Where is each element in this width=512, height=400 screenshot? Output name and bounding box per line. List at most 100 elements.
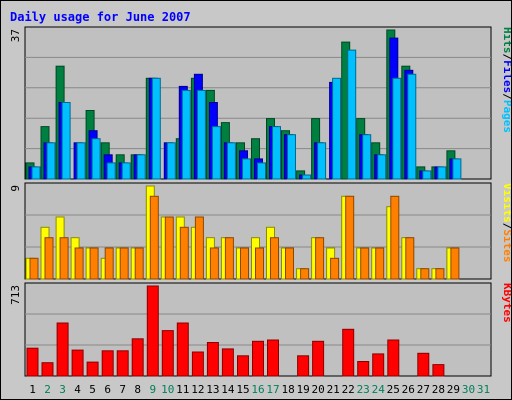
hits-bar-pages xyxy=(317,142,327,180)
hits-bar-pages xyxy=(76,142,86,180)
visits-bar-sites xyxy=(315,237,325,280)
hits-bar-pages xyxy=(347,49,357,180)
hits-bar-pages xyxy=(91,138,101,180)
x-tick-label: 8 xyxy=(134,383,141,396)
visits-ymax-label: 9 xyxy=(9,185,22,192)
kbytes-bar-kbytes xyxy=(56,322,69,377)
kbytes-bar-kbytes xyxy=(146,285,159,377)
visits-panel: 9 Visits/Sites xyxy=(9,182,511,280)
hits-bar-pages xyxy=(61,102,71,180)
x-tick-label: 14 xyxy=(221,383,235,396)
kbytes-bar-kbytes xyxy=(221,348,234,377)
x-tick-label: 7 xyxy=(119,383,126,396)
x-tick-label: 24 xyxy=(372,383,386,396)
hits-bar-pages xyxy=(332,77,342,180)
kbytes-bar-kbytes xyxy=(237,355,249,377)
x-tick-label: 6 xyxy=(104,383,111,396)
visits-bar-sites xyxy=(74,247,84,280)
visits-bar-sites xyxy=(104,247,114,280)
legend-kbytes: KBytes xyxy=(501,283,511,323)
x-tick-label: 18 xyxy=(281,383,294,396)
hits-legend: Hits/Files/Pages xyxy=(501,27,511,133)
visits-series-sites xyxy=(29,195,460,280)
x-tick-label: 2 xyxy=(44,383,51,396)
visits-bar-sites xyxy=(209,247,219,280)
hits-bar-pages xyxy=(437,166,447,180)
kbytes-legend: KBytes xyxy=(501,283,511,323)
kbytes-bar-kbytes xyxy=(131,338,144,377)
legend-files: Files xyxy=(501,60,511,93)
legend-separator: / xyxy=(501,93,511,100)
visits-bar-sites xyxy=(134,247,144,280)
x-tick-label: 5 xyxy=(89,383,96,396)
hits-panel: 37 Hits/Files/Pages xyxy=(9,26,511,180)
x-tick-label: 25 xyxy=(387,383,400,396)
x-tick-label: 27 xyxy=(417,383,430,396)
x-tick-label: 10 xyxy=(161,383,174,396)
kbytes-bar-kbytes xyxy=(267,339,279,377)
visits-bar-sites xyxy=(330,257,340,280)
kbytes-bar-kbytes xyxy=(206,342,219,377)
hits-bar-pages xyxy=(166,142,176,180)
visits-bar-sites xyxy=(29,257,39,280)
visits-bar-sites xyxy=(119,247,129,280)
visits-bar-sites xyxy=(240,247,249,280)
kbytes-bar-kbytes xyxy=(191,351,204,377)
kbytes-bar-kbytes xyxy=(312,340,325,377)
hits-ymax-label: 37 xyxy=(9,29,22,42)
x-tick-label: 17 xyxy=(266,383,279,396)
hits-bar-pages xyxy=(46,142,56,180)
kbytes-bar-kbytes xyxy=(252,340,264,377)
kbytes-bar-kbytes xyxy=(161,330,174,377)
x-tick-label: 13 xyxy=(206,383,219,396)
kbytes-bar-kbytes xyxy=(101,350,114,377)
visits-bar-sites xyxy=(164,216,174,280)
visits-bar-sites xyxy=(435,268,445,280)
visits-bar-sites xyxy=(375,247,385,280)
x-tick-label: 16 xyxy=(251,383,264,396)
kbytes-panel: 713 KBytes xyxy=(9,282,511,377)
x-tick-label: 12 xyxy=(191,383,204,396)
x-tick-label: 3 xyxy=(59,383,66,396)
hits-bar-pages xyxy=(136,154,146,180)
hits-bar-pages xyxy=(31,166,41,180)
legend-sites: Sites xyxy=(501,229,511,262)
hits-series-pages xyxy=(31,49,462,180)
visits-bar-sites xyxy=(345,195,355,280)
x-tick-label: 11 xyxy=(176,383,189,396)
legend-separator: / xyxy=(501,54,511,61)
hits-bar-pages xyxy=(257,162,266,180)
x-tick-label: 29 xyxy=(447,383,460,396)
legend-visits: Visits xyxy=(501,183,511,223)
legend-separator: / xyxy=(501,223,511,230)
x-tick-label: 19 xyxy=(296,383,309,396)
x-tick-label: 21 xyxy=(327,383,340,396)
x-tick-label: 31 xyxy=(477,383,490,396)
visits-bar-sites xyxy=(360,247,370,280)
x-tick-label: 30 xyxy=(462,383,475,396)
kbytes-bar-kbytes xyxy=(41,362,54,377)
x-tick-label: 9 xyxy=(149,383,156,396)
hits-bar-pages xyxy=(362,134,372,180)
hits-bar-pages xyxy=(121,162,131,180)
kbytes-bar-kbytes xyxy=(26,347,39,377)
visits-legend: Visits/Sites xyxy=(501,183,511,263)
hits-bar-pages xyxy=(272,126,281,180)
kbytes-bar-kbytes xyxy=(387,339,400,377)
x-tick-label: 26 xyxy=(402,383,415,396)
x-tick-label: 20 xyxy=(311,383,324,396)
hits-bar-pages xyxy=(407,73,417,180)
legend-hits: Hits xyxy=(501,27,511,54)
hits-bar-pages xyxy=(151,77,161,180)
hits-bar-pages xyxy=(196,89,206,180)
kbytes-bar-kbytes xyxy=(86,361,99,377)
visits-bar-sites xyxy=(89,247,99,280)
hits-bar-pages xyxy=(242,158,251,180)
x-tick-label: 22 xyxy=(342,383,355,396)
kbytes-bar-kbytes xyxy=(297,355,310,377)
kbytes-bar-kbytes xyxy=(176,322,189,377)
x-tick-label: 23 xyxy=(357,383,370,396)
kbytes-bar-kbytes xyxy=(417,352,430,377)
